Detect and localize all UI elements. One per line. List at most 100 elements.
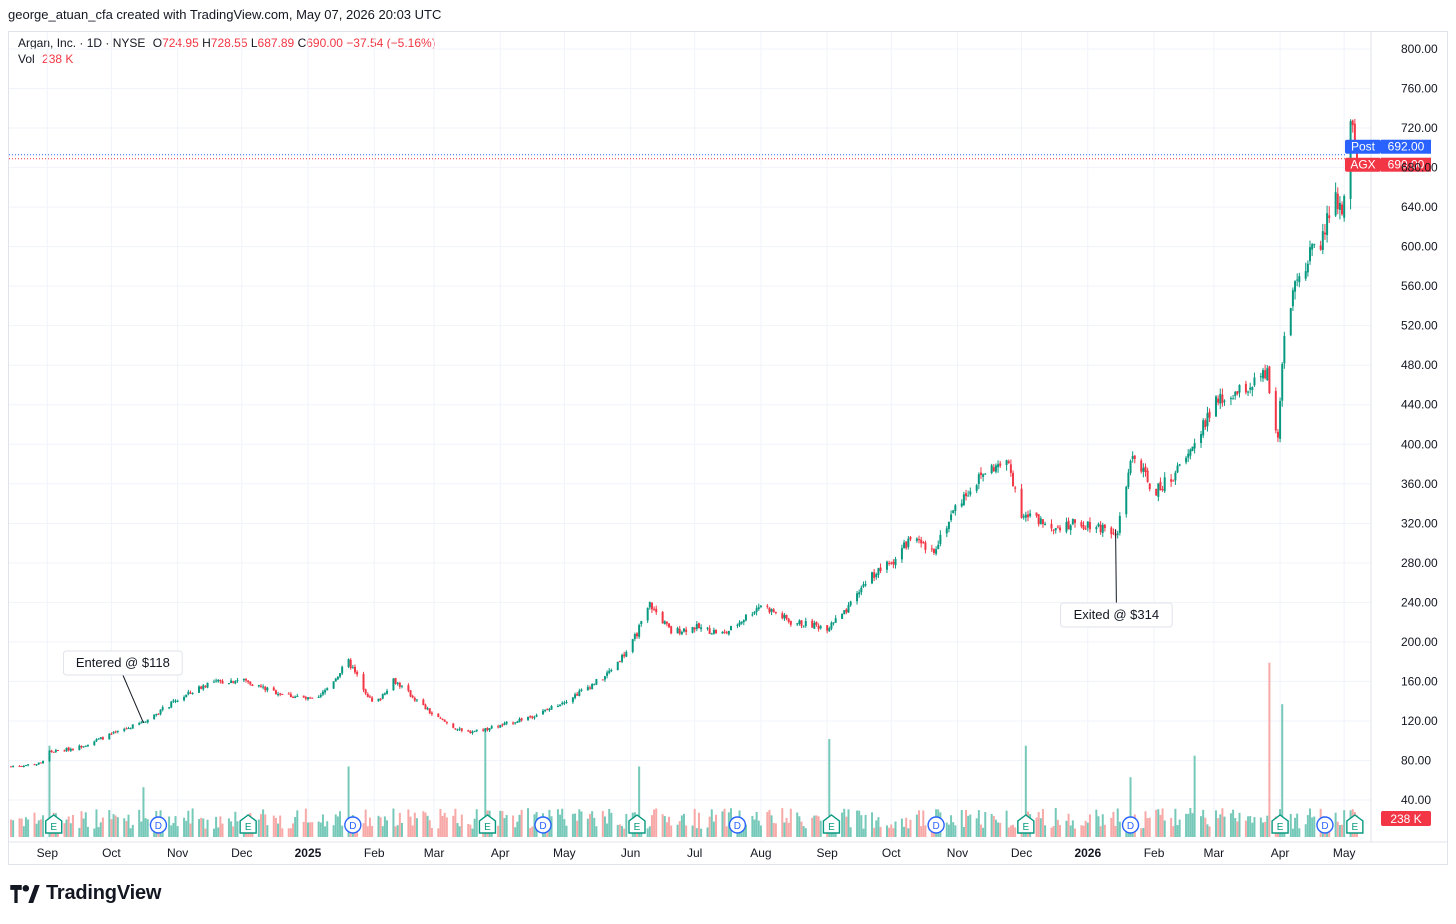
candle-body [1133, 455, 1136, 459]
candle-body [1146, 470, 1149, 482]
candle-body [71, 749, 74, 751]
candle-body [610, 670, 613, 672]
candle-body [753, 611, 756, 614]
candle-body [174, 700, 177, 702]
candle-body [144, 721, 147, 723]
candle-body [262, 686, 265, 688]
volume-bar [909, 819, 912, 837]
candle-body [1221, 394, 1224, 404]
candle-body [527, 716, 530, 720]
volume-bar [781, 808, 784, 837]
candle-body [565, 701, 568, 703]
candle-body [140, 722, 143, 724]
time-tick-label: Nov [947, 846, 968, 860]
volume-bar [311, 822, 314, 837]
volume-bar [518, 814, 521, 837]
volume-bar [1041, 809, 1044, 837]
price-tick-label: 280.00 [1401, 556, 1438, 570]
candle-body [1328, 215, 1331, 219]
volume-bar [69, 823, 72, 837]
volume-bar [864, 814, 867, 837]
volume-bar [787, 822, 790, 837]
volume-bar [661, 814, 664, 837]
candle-body [894, 558, 897, 566]
volume-bar [1101, 814, 1104, 837]
price-value-box [1381, 139, 1431, 154]
volume-bar [63, 823, 66, 837]
candle-body [484, 728, 487, 732]
candle-body [695, 623, 698, 629]
volume-bar [712, 821, 715, 837]
candle-body [245, 679, 248, 681]
volume-bar [503, 818, 506, 837]
volume-bar [653, 809, 656, 837]
volume-bar [550, 816, 553, 837]
candle-body [877, 568, 880, 575]
candle-body [1082, 525, 1085, 529]
candle-body [798, 620, 801, 624]
candle-body [548, 708, 551, 711]
candle-body [82, 746, 85, 748]
candle-body [386, 690, 389, 694]
price-value-text: 692.00 [1388, 140, 1425, 154]
candle-body [292, 697, 295, 699]
volume-bar [1044, 825, 1047, 837]
volume-bar [755, 811, 758, 837]
candle-body [1067, 520, 1070, 530]
volume-bar [266, 825, 269, 837]
candle-body [1253, 377, 1256, 386]
candle-body [518, 718, 521, 723]
volume-bar [595, 826, 598, 837]
dividend-event-letter: D [155, 821, 162, 832]
volume-bar [676, 824, 679, 837]
volume-bar [606, 823, 609, 837]
volume-bar [1236, 821, 1239, 837]
candle-body [400, 685, 403, 687]
candle-body [200, 686, 203, 689]
volume-bar [1204, 817, 1207, 837]
tradingview-logo[interactable]: TradingView [10, 882, 161, 905]
volume-bar [1114, 825, 1117, 837]
candle-body [915, 538, 918, 541]
price-tag-agx [1345, 157, 1381, 172]
candle-body [710, 633, 713, 635]
volume-bar [138, 809, 141, 837]
time-axis: Sep Oct Nov Dec 2025 Feb Mar Apr May Jun Jul Aug Sep… [37, 846, 1356, 860]
volume-bar [819, 820, 822, 837]
candle-body [984, 473, 987, 475]
volume-bar [1144, 811, 1147, 837]
candle-body [774, 612, 777, 614]
time-tick-label: Mar [1204, 846, 1225, 860]
dividend-event-icon [534, 816, 552, 834]
candle-body [804, 620, 807, 626]
volume-bar [999, 822, 1002, 837]
volume-bar [33, 812, 36, 837]
volume-bar [1056, 819, 1059, 837]
candle-body [95, 739, 98, 742]
volume-bar [95, 809, 98, 837]
volume-bar [1009, 825, 1012, 837]
symbol-label[interactable]: Argan, Inc. · 1D · NYSE [18, 36, 146, 50]
candle-body [1247, 391, 1250, 393]
trade-annotations: Entered @ $118 Exited @ $314 [62, 529, 1173, 724]
volume-bar [144, 818, 147, 837]
volume-bar [665, 822, 668, 837]
candle-body [242, 678, 245, 681]
candle-body [969, 491, 972, 495]
candle-body [471, 731, 474, 734]
volume-bar [336, 816, 339, 837]
high-label: H [202, 36, 211, 50]
candle-body [20, 765, 23, 767]
annotation-box [62, 650, 183, 676]
volume-bar [426, 815, 429, 837]
price-tick-label: 240.00 [1401, 595, 1438, 609]
volume-bar [744, 824, 747, 837]
price-chart[interactable]: Post 692.00 AGX 690.00 238 K E D E D E D E D E D E D E D E… [9, 32, 1447, 864]
candle-body [1223, 400, 1226, 402]
volume-bar [22, 826, 25, 837]
volume-bar [516, 821, 519, 837]
candle-body [595, 679, 598, 685]
volume-bar [860, 815, 863, 837]
volume-bar [770, 815, 773, 837]
volume-bar [140, 821, 143, 837]
